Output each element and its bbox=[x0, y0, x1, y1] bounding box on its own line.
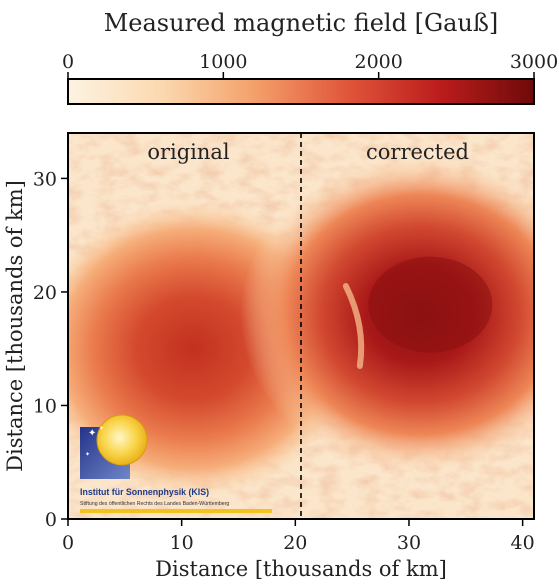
panel-label-corrected: corrected bbox=[366, 140, 469, 164]
colorbar bbox=[67, 78, 535, 105]
sun-icon bbox=[96, 414, 148, 466]
logo-subtitle: Stiftung des öffentlichen Rechts des Lan… bbox=[80, 501, 229, 507]
star-icon: ✦ bbox=[99, 425, 104, 432]
y-tick-label: 0 bbox=[45, 509, 57, 531]
y-tick-label: 30 bbox=[33, 168, 57, 190]
colorbar-ticks: 0 1000 2000 3000 bbox=[62, 51, 558, 79]
plot-frame bbox=[67, 132, 535, 520]
logo-bar bbox=[80, 509, 272, 513]
x-tick-label: 0 bbox=[62, 532, 74, 554]
colorbar-title: Measured magnetic field [Gauß] bbox=[104, 9, 499, 37]
colorbar-tick-label: 1000 bbox=[199, 51, 247, 73]
colorbar-tick-label: 0 bbox=[62, 51, 74, 73]
colorbar-tick-label: 2000 bbox=[354, 51, 402, 73]
panel-label-original: original bbox=[147, 140, 230, 164]
x-tick-label: 20 bbox=[283, 532, 307, 554]
logo-name: Institut für Sonnenphysik (KIS) bbox=[80, 487, 209, 497]
x-axis-label: Distance [thousands of km] bbox=[155, 557, 447, 581]
sunspot-corrected-core bbox=[368, 256, 493, 353]
star-icon: ✦ bbox=[88, 428, 96, 439]
y-tick-label: 10 bbox=[33, 395, 57, 417]
y-tick-label: 20 bbox=[33, 282, 57, 304]
colorbar-tick-label: 3000 bbox=[510, 51, 558, 73]
y-axis: 0 10 20 30 bbox=[33, 168, 68, 531]
x-tick-label: 30 bbox=[397, 532, 421, 554]
y-axis-label: Distance [thousands of km] bbox=[3, 180, 27, 472]
x-tick-label: 40 bbox=[511, 532, 535, 554]
light-bridge bbox=[342, 283, 365, 369]
x-tick-label: 10 bbox=[170, 532, 194, 554]
star-icon: ✦ bbox=[85, 451, 90, 458]
x-axis: 0 10 20 30 40 bbox=[62, 519, 535, 554]
kis-logo[interactable]: ✦ ✦ ✦ Institut für Sonnenphysik (KIS) St… bbox=[80, 414, 272, 513]
